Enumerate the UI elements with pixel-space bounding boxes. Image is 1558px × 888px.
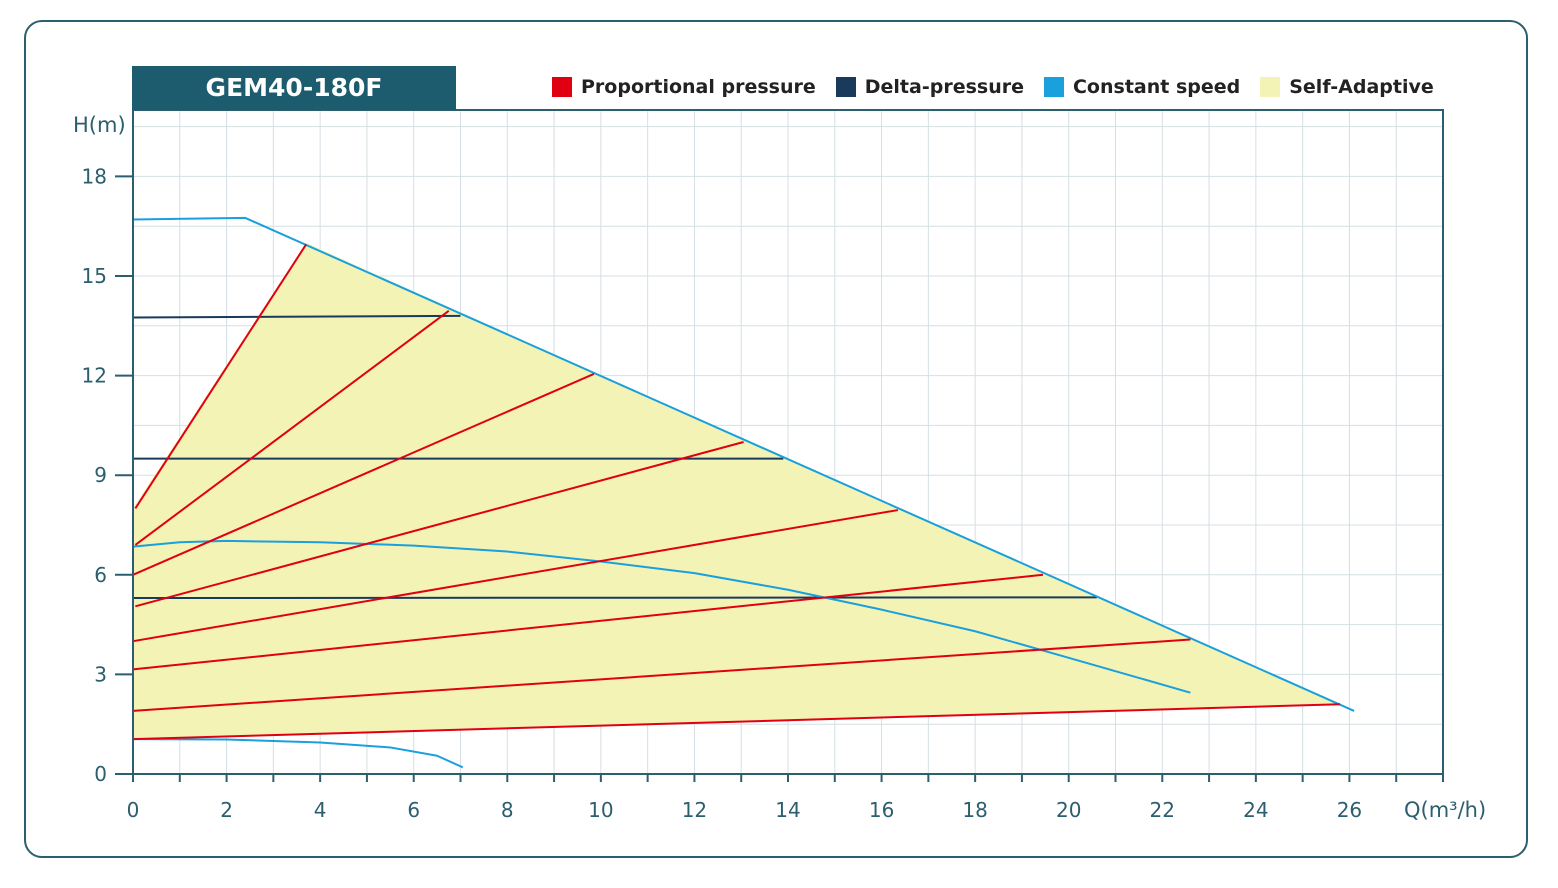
proportional-pressure-line-7 xyxy=(132,638,1191,712)
x-tick-label: 24 xyxy=(1243,798,1268,822)
legend-label-proportional: Proportional pressure xyxy=(581,76,816,98)
proportional-pressure-line-2 xyxy=(134,310,450,546)
legend-swatch-delta xyxy=(835,77,856,97)
x-tick-label: 6 xyxy=(407,798,420,822)
proportional-pressure-line-8 xyxy=(132,703,1341,741)
legend-item-self-adaptive: Self-Adaptive xyxy=(1260,76,1434,98)
proportional-pressure-line-4 xyxy=(135,441,744,608)
proportional-pressure-line-1 xyxy=(134,243,307,509)
legend-label-constant: Constant speed xyxy=(1072,76,1241,98)
legend-swatch-self-adaptive xyxy=(1260,77,1281,97)
x-tick-label: 18 xyxy=(962,798,987,822)
constant-pressure-line-3 xyxy=(132,738,464,769)
x-tick-label: 16 xyxy=(869,798,894,822)
constant-pressure-line-1 xyxy=(132,216,1355,712)
legend-label-delta: Delta-pressure xyxy=(864,76,1024,98)
chart-title: GEM40-180F xyxy=(132,66,456,110)
y-tick-label: 15 xyxy=(82,264,107,288)
legend-swatch-proportional xyxy=(552,77,572,97)
x-tick-label: 26 xyxy=(1337,798,1362,822)
x-tick-label: 14 xyxy=(775,798,800,822)
delta-pressure-line-3 xyxy=(132,596,1097,600)
y-tick-label: 18 xyxy=(82,164,107,188)
y-tick-label: 12 xyxy=(82,364,107,388)
y-tick-label: 9 xyxy=(94,463,107,487)
x-tick-label: 22 xyxy=(1150,798,1175,822)
self-adaptive-area xyxy=(133,242,1341,740)
legend-item-proportional: Proportional pressure xyxy=(552,76,816,98)
delta-pressure-line-1 xyxy=(132,314,461,319)
x-tick-label: 20 xyxy=(1056,798,1081,822)
x-tick-label: 10 xyxy=(588,798,613,822)
x-tick-label: 0 xyxy=(127,798,140,822)
legend-item-constant: Constant speed xyxy=(1043,76,1241,98)
axes: 0 2 4 6 8 10 12 14 16 18 20 22 24 260369121518H(m)Q(m… xyxy=(73,109,1486,822)
legend-label-self-adaptive: Self-Adaptive xyxy=(1289,76,1434,98)
legend-item-delta: Delta-pressure xyxy=(835,76,1024,98)
legend-swatch-constant xyxy=(1043,77,1064,97)
legend: Proportional pressure Delta-pressure Con… xyxy=(552,74,1454,100)
x-tick-label: 4 xyxy=(314,798,327,822)
self-adaptive-region xyxy=(133,242,1341,740)
y-tick-label: 6 xyxy=(94,563,107,587)
y-axis-title: H(m) xyxy=(73,113,126,137)
x-tick-label: 12 xyxy=(682,798,707,822)
y-tick-label: 3 xyxy=(94,662,107,686)
x-tick-label: 2 xyxy=(220,798,233,822)
x-tick-label: 8 xyxy=(501,798,514,822)
proportional-pressure-line-6 xyxy=(132,573,1044,671)
x-axis-title: Q(m³/h) xyxy=(1404,798,1486,822)
y-tick-label: 0 xyxy=(94,762,107,786)
proportional-pressure-line-5 xyxy=(132,509,899,643)
proportional-pressure-line-3 xyxy=(132,373,595,576)
series-lines xyxy=(132,216,1355,769)
